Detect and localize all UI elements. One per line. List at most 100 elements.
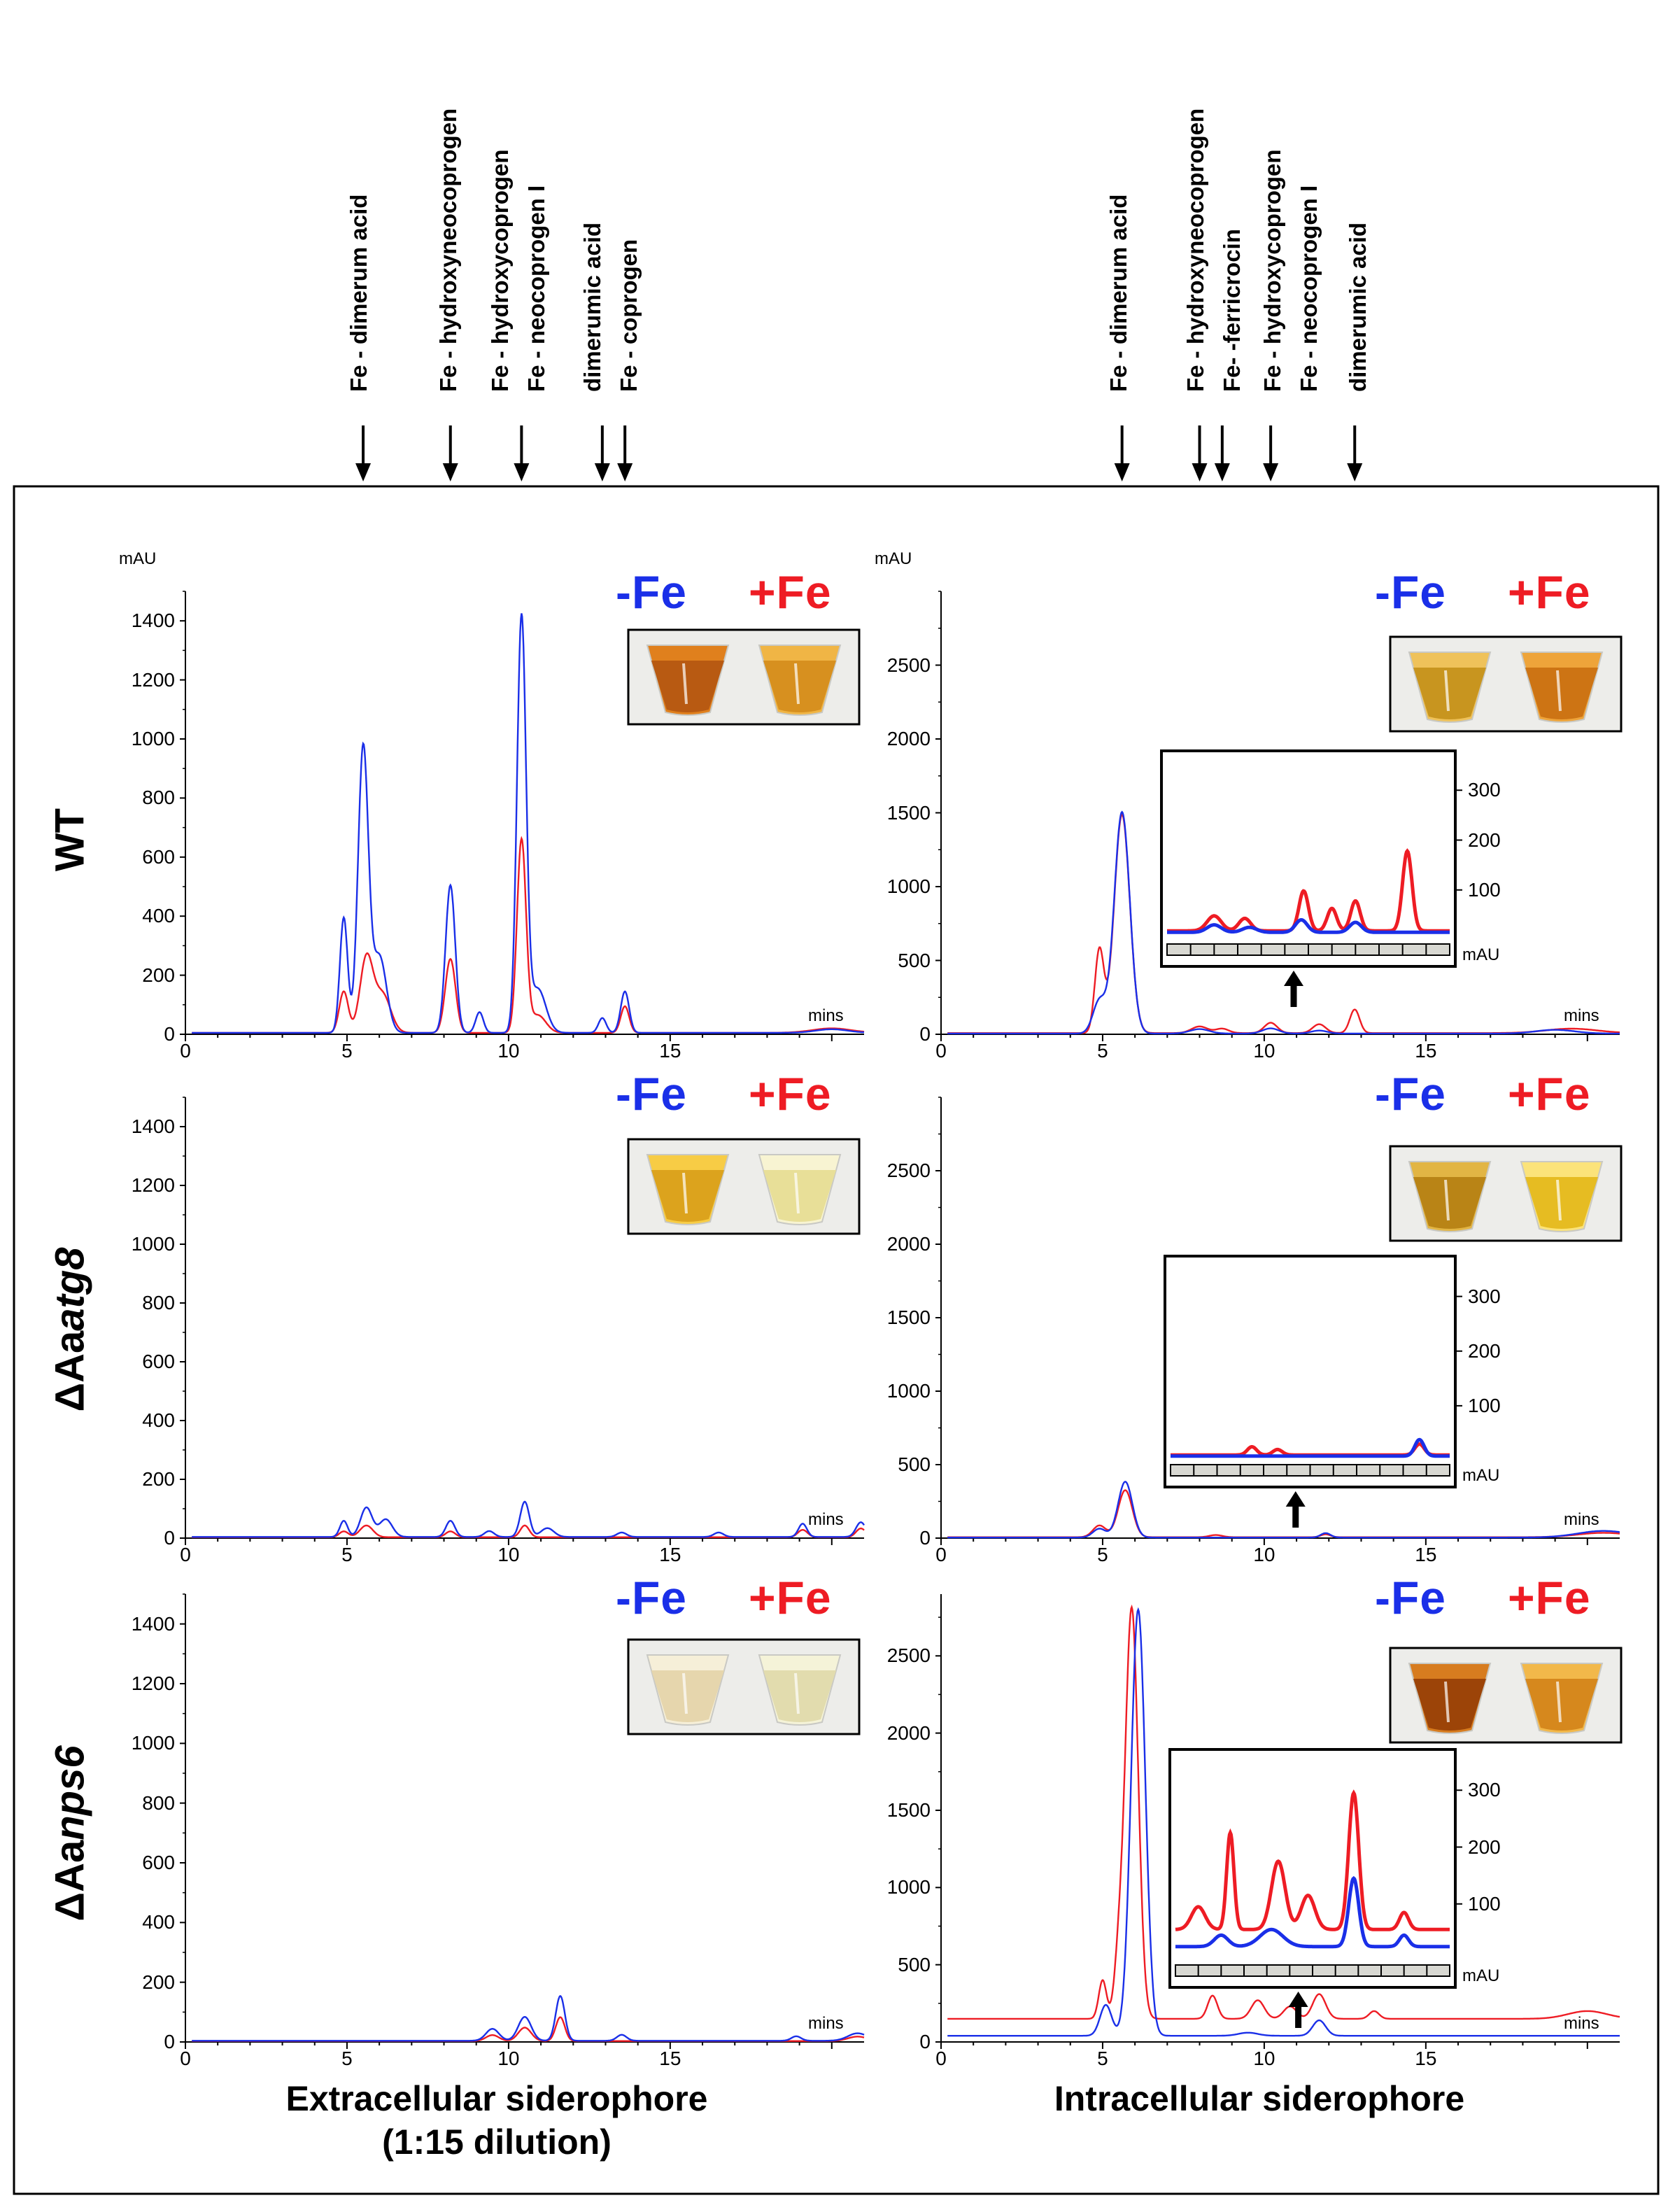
wt-intracellular-xtick-label-1: 5 [1097, 1040, 1108, 1062]
nps6-extracellular-x-unit: mins [808, 2014, 844, 2033]
atg8-extracellular-x-unit: mins [808, 1510, 844, 1529]
wt-intracellular-xtick-label-2: 10 [1253, 1040, 1275, 1062]
wt-intracellular-ytick-label-1: 500 [898, 949, 931, 971]
chromatogram-panels [180, 591, 1623, 2049]
wt-extracellular-ytick-label-4: 800 [142, 787, 175, 809]
atg8-intracellular-inset-ytick-label-0: 100 [1468, 1394, 1501, 1416]
nps6-intracellular-xtick-label-1: 5 [1097, 2048, 1108, 2069]
nps6-intracellular-xtick-label-3: 15 [1415, 2048, 1437, 2069]
wt-extracellular-xtick-label-1: 5 [341, 1040, 353, 1062]
legend-minus-fe-r0-c0: -Fe [616, 566, 687, 618]
intracellular-column-title: Intracellular siderophore [910, 2077, 1609, 2120]
legend-minus-fe-r2-c0: -Fe [616, 1572, 687, 1623]
atg8-intracellular-xtick-label-2: 10 [1253, 1544, 1275, 1565]
atg8-extracellular-ytick-label-3: 600 [142, 1351, 175, 1372]
tubes-r0-c1-liquid-1 [1525, 668, 1598, 719]
nps6-intracellular-xtick-label-2: 10 [1253, 2048, 1275, 2069]
legend-plus-fe-r1-c1: +Fe [1508, 1068, 1591, 1120]
tubes-r2-c1-glare-1 [1556, 1681, 1562, 1723]
arrow-head-intracellular-0 [1114, 463, 1130, 481]
nps6-intracellular-ytick-label-2: 1000 [886, 1876, 931, 1898]
wt-intracellular-ytick-label-4: 2000 [886, 728, 931, 749]
tubes-r2-c0-glare-0 [682, 1672, 688, 1714]
extracellular-title-line1: Extracellular siderophore [285, 2079, 708, 2118]
tubes-r0-c1-liquid-0 [1413, 668, 1486, 719]
tubes-r1-c0-liquid-1 [763, 1170, 836, 1222]
arrow-head-extracellular-0 [355, 463, 372, 481]
arrow-head-intracellular-1 [1192, 463, 1208, 481]
wt-extracellular-trace-minus-fe [192, 613, 865, 1034]
atg8-intracellular-xtick-label-1: 5 [1097, 1544, 1108, 1565]
atg8-extracellular-xtick-label-2: 10 [497, 1544, 520, 1565]
arrow-head-intracellular-4 [1347, 463, 1363, 481]
atg8-intracellular-ytick-label-5: 2500 [886, 1160, 931, 1181]
tubes-r1-c0-glare-1 [794, 1172, 800, 1214]
nps6-extracellular-trace-minus-fe [192, 1994, 865, 2042]
tubes-r0-c0-liquid-1 [763, 661, 836, 712]
nps6-intracellular-ytick-label-3: 1500 [886, 1798, 931, 1821]
wt-extracellular-ytick-label-1: 200 [142, 964, 175, 986]
tubes-r2-c1-liquid-0 [1413, 1679, 1486, 1731]
atg8-intracellular-inset-ytick-label-1: 200 [1468, 1339, 1501, 1362]
nps6-extracellular-xtick-label-1: 5 [341, 2048, 353, 2069]
legend-minus-fe-r0-c1: -Fe [1375, 566, 1446, 618]
wt-intracellular-trace-minus-fe [947, 810, 1620, 1035]
tubes-r0-c0-glare-0 [682, 663, 688, 705]
arrow-head-intracellular-2 [1214, 463, 1230, 481]
nps6-extracellular-ytick-label-3: 600 [142, 1852, 175, 1873]
atg8-intracellular-inset-frame [1164, 1255, 1457, 1488]
wt-intracellular-x-unit: mins [1564, 1006, 1599, 1025]
wt-intracellular-xtick-label-0: 0 [935, 1040, 947, 1062]
legend-plus-fe-r2-c1: +Fe [1508, 1572, 1591, 1623]
nps6-intracellular-inset-trace-plus-fe [1175, 1789, 1450, 1931]
nps6-intracellular-inset-ytick-label-2: 300 [1468, 1779, 1501, 1801]
wt-extracellular-x-unit: mins [808, 1006, 844, 1025]
nps6-intracellular-inset-ytick-label-1: 200 [1468, 1836, 1501, 1858]
legend-minus-fe-r1-c1: -Fe [1375, 1068, 1446, 1120]
legend-plus-fe-r1-c0: +Fe [749, 1068, 832, 1120]
nps6-extracellular-xtick-label-3: 15 [659, 2048, 681, 2069]
wt-intracellular-ytick-label-0: 0 [919, 1023, 931, 1045]
tubes-r1-c0-glare-0 [682, 1172, 688, 1214]
wt-extracellular-ytick-label-5: 1000 [131, 728, 175, 749]
nps6-intracellular-ytick-label-4: 2000 [886, 1721, 931, 1744]
wt-intracellular-ytick-label-2: 1000 [886, 875, 931, 897]
tubes-r2-c1-liquid-1 [1525, 1679, 1598, 1731]
legend-plus-fe-r0-c1: +Fe [1508, 566, 1591, 618]
wt-extracellular-ytick-label-2: 400 [142, 905, 175, 927]
figure-frame [13, 485, 1660, 2195]
atg8-extracellular-ytick-label-7: 1400 [131, 1115, 175, 1137]
nps6-extracellular-xtick-label-0: 0 [180, 2048, 191, 2069]
wt-intracellular-inset-trace-plus-fe [1167, 848, 1450, 933]
atg8-extracellular-xtick-label-1: 5 [341, 1544, 353, 1565]
atg8-intracellular-ytick-label-2: 1000 [886, 1380, 931, 1402]
wt-intracellular-ytick-label-3: 1500 [886, 801, 931, 824]
wt-extracellular-ytick-label-7: 1400 [131, 610, 175, 632]
legend-plus-fe-r2-c0: +Fe [749, 1572, 832, 1623]
legend-plus-fe-r0-c0: +Fe [749, 566, 832, 618]
atg8-intracellular-ytick-label-1: 500 [898, 1453, 931, 1475]
arrow-head-extracellular-3 [594, 463, 610, 481]
wt-intracellular-inset-arrow-head [1284, 971, 1303, 986]
arrow-head-extracellular-2 [514, 463, 530, 481]
wt-extracellular-y-unit: mAU [119, 549, 157, 568]
nps6-intracellular-inset-frame [1168, 1748, 1457, 1989]
atg8-intracellular-inset-unit: mAU [1462, 1466, 1500, 1485]
atg8-extracellular-ytick-label-1: 200 [142, 1468, 175, 1490]
atg8-extracellular-ytick-label-6: 1200 [131, 1174, 175, 1196]
tubes-r0-c1-glare-1 [1556, 670, 1562, 712]
atg8-extracellular-ytick-label-5: 1000 [131, 1233, 175, 1255]
atg8-extracellular-xtick-label-3: 15 [659, 1544, 681, 1565]
wt-intracellular-inset-trace-minus-fe [1167, 917, 1450, 934]
wt-extracellular-ytick-label-3: 600 [142, 845, 175, 868]
wt-extracellular-xtick-label-0: 0 [180, 1040, 191, 1062]
atg8-extracellular-ytick-label-4: 800 [142, 1292, 175, 1313]
arrow-head-intracellular-3 [1263, 463, 1279, 481]
nps6-intracellular-trace-plus-fe [947, 1604, 1620, 2020]
atg8-extracellular-ytick-label-0: 0 [164, 1527, 175, 1549]
atg8-intracellular-ytick-label-0: 0 [919, 1527, 931, 1549]
atg8-intracellular-trace-plus-fe [947, 1489, 1620, 1538]
extracellular-column-title: Extracellular siderophore (1:15 dilution… [161, 2077, 833, 2164]
nps6-extracellular-ytick-label-6: 1200 [131, 1672, 175, 1694]
